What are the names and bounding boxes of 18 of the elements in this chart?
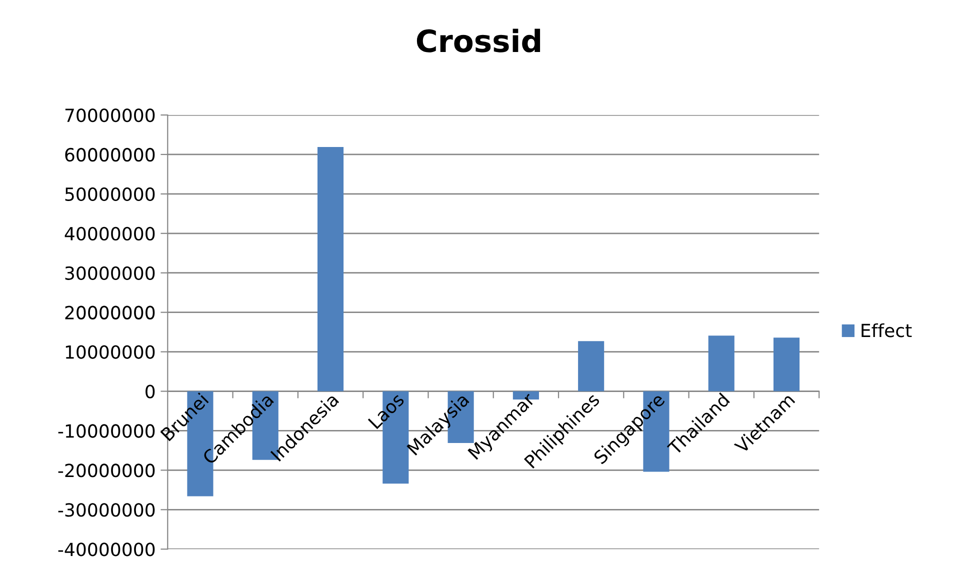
y-tick-label: 30000000: [65, 266, 155, 280]
y-tick-label: 60000000: [65, 148, 155, 162]
y-tick-label: -20000000: [58, 464, 155, 478]
y-tick-label: 50000000: [65, 187, 155, 202]
bar: [578, 341, 604, 392]
y-tick-label: 20000000: [65, 306, 155, 320]
y-tick-label: -10000000: [58, 424, 155, 438]
legend-label: Effect: [862, 323, 912, 338]
y-tick-label: 0: [146, 384, 155, 398]
bar: [708, 336, 734, 392]
chart-title: Crossid: [416, 28, 540, 52]
y-tick-label: -30000000: [58, 503, 155, 517]
y-tick-label: -40000000: [58, 542, 155, 556]
bar: [773, 338, 800, 392]
y-tick-label: 40000000: [64, 226, 155, 241]
bar: [317, 146, 344, 392]
y-tick-label: 70000000: [65, 108, 155, 122]
y-tick-label: 10000000: [66, 345, 155, 359]
